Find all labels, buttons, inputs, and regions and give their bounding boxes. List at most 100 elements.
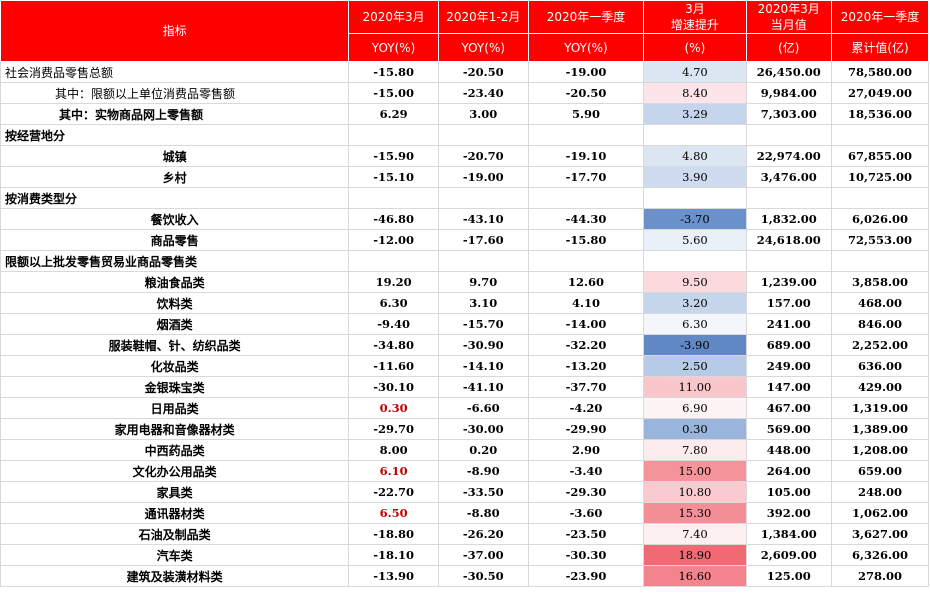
- cell-mar-value: 125.00: [745, 565, 832, 587]
- cell-q1-yoy: 12.60: [527, 271, 645, 293]
- table-row: 文化办公用品类 6.10 -8.90 -3.40 15.00 264.00 659.00: [0, 460, 929, 482]
- cell-mar-increase: [643, 124, 747, 146]
- cell-mar-increase: -3.70: [643, 208, 747, 230]
- cell-q1-cumulative: 468.00: [831, 292, 929, 314]
- header-cum-bottom: 累计值(亿): [831, 33, 929, 62]
- cell-q1-cumulative: 67,855.00: [831, 145, 929, 167]
- cell-janfeb-yoy: -20.50: [437, 61, 529, 83]
- cell-q1-cumulative: 18,536.00: [831, 103, 929, 125]
- cell-q1-yoy: -19.10: [527, 145, 645, 167]
- header-q1-bottom: YOY(%): [527, 33, 645, 62]
- cell-mar-yoy: [348, 187, 439, 209]
- cell-q1-yoy: 4.10: [527, 292, 645, 314]
- cell-q1-cumulative: 278.00: [831, 565, 929, 587]
- table-row: 其中：限额以上单位消费品零售额 -15.00 -23.40 -20.50 8.40 9,9…: [0, 82, 929, 104]
- cell-q1-cumulative: 72,553.00: [831, 229, 929, 251]
- cell-mar-increase: 15.00: [643, 460, 747, 482]
- table-row: 中西药品类 8.00 0.20 2.90 7.80 448.00 1,208.00: [0, 439, 929, 461]
- cell-mar-increase: 3.20: [643, 292, 747, 314]
- cell-q1-yoy: [527, 250, 645, 272]
- cell-mar-increase: 18.90: [643, 544, 747, 566]
- header-q1-top: 2020年一季度: [527, 0, 645, 34]
- cell-q1-cumulative: 659.00: [831, 460, 929, 482]
- cell-q1-yoy: 5.90: [527, 103, 645, 125]
- cell-mar-yoy: -11.60: [348, 355, 439, 377]
- cell-mar-increase: 3.29: [643, 103, 747, 125]
- cell-q1-yoy: -13.20: [527, 355, 645, 377]
- cell-mar-value: 689.00: [745, 334, 832, 356]
- cell-janfeb-yoy: -6.60: [437, 397, 529, 419]
- cell-q1-yoy: -30.30: [527, 544, 645, 566]
- cell-q1-cumulative: 27,049.00: [831, 82, 929, 104]
- cell-q1-cumulative: [831, 187, 929, 209]
- cell-mar-increase: 6.30: [643, 313, 747, 335]
- cell-mar-yoy: 19.20: [348, 271, 439, 293]
- cell-mar-value: 241.00: [745, 313, 832, 335]
- cell-mar-value: 157.00: [745, 292, 832, 314]
- table-row: 乡村 -15.10 -19.00 -17.70 3.90 3,476.00 10,725.0…: [0, 166, 929, 188]
- cell-janfeb-yoy: -33.50: [437, 481, 529, 503]
- row-label: 建筑及装潢材料类: [0, 565, 350, 587]
- cell-janfeb-yoy: [437, 124, 529, 146]
- cell-mar-value: [745, 187, 832, 209]
- cell-janfeb-yoy: [437, 187, 529, 209]
- cell-mar-yoy: -29.70: [348, 418, 439, 440]
- cell-mar-value: 2,609.00: [745, 544, 832, 566]
- cell-mar-yoy: 0.30: [348, 397, 439, 419]
- row-label: 粮油食品类: [0, 271, 350, 293]
- cell-q1-cumulative: 636.00: [831, 355, 929, 377]
- header-inc-mid: 增速提升: [670, 18, 719, 32]
- cell-q1-yoy: -32.20: [527, 334, 645, 356]
- cell-mar-increase: 5.60: [643, 229, 747, 251]
- row-label: 商品零售: [0, 229, 350, 251]
- cell-mar-increase: 9.50: [643, 271, 747, 293]
- cell-janfeb-yoy: -30.90: [437, 334, 529, 356]
- cell-q1-yoy: 2.90: [527, 439, 645, 461]
- cell-janfeb-yoy: -23.40: [437, 82, 529, 104]
- cell-mar-increase: -3.90: [643, 334, 747, 356]
- cell-janfeb-yoy: -17.60: [437, 229, 529, 251]
- cell-mar-value: 1,239.00: [745, 271, 832, 293]
- cell-mar-value: 105.00: [745, 481, 832, 503]
- header-cum-top: 2020年一季度: [831, 0, 929, 34]
- cell-mar-value: 26,450.00: [745, 61, 832, 83]
- cell-mar-value: 448.00: [745, 439, 832, 461]
- table-row: 粮油食品类 19.20 9.70 12.60 9.50 1,239.00 3,858.00: [0, 271, 929, 293]
- cell-mar-yoy: -15.10: [348, 166, 439, 188]
- cell-mar-increase: 11.00: [643, 376, 747, 398]
- cell-mar-value: 3,476.00: [745, 166, 832, 188]
- cell-mar-increase: 10.80: [643, 481, 747, 503]
- cell-q1-cumulative: [831, 124, 929, 146]
- cell-q1-cumulative: 1,208.00: [831, 439, 929, 461]
- cell-mar-value: 9,984.00: [745, 82, 832, 104]
- cell-mar-increase: 2.50: [643, 355, 747, 377]
- cell-mar-yoy: 6.30: [348, 292, 439, 314]
- cell-q1-yoy: -23.90: [527, 565, 645, 587]
- cell-mar-increase: 15.30: [643, 502, 747, 524]
- header-month-mid: 当月值: [770, 18, 807, 32]
- cell-mar-yoy: -18.80: [348, 523, 439, 545]
- table-row: 烟酒类 -9.40 -15.70 -14.00 6.30 241.00 846.00: [0, 313, 929, 335]
- table-body: 社会消费品零售总额 -15.80 -20.50 -19.00 4.70 26,450.00…: [0, 61, 929, 587]
- cell-mar-value: [745, 124, 832, 146]
- header-jf-top: 2020年1-2月: [437, 0, 529, 34]
- cell-mar-value: 147.00: [745, 376, 832, 398]
- cell-mar-increase: 16.60: [643, 565, 747, 587]
- table-row: 其中：实物商品网上零售额 6.29 3.00 5.90 3.29 7,303.00 18,5…: [0, 103, 929, 125]
- cell-janfeb-yoy: -43.10: [437, 208, 529, 230]
- cell-mar-yoy: -13.90: [348, 565, 439, 587]
- row-label: 金银珠宝类: [0, 376, 350, 398]
- row-label: 汽车类: [0, 544, 350, 566]
- table-row: 通讯器材类 6.50 -8.80 -3.60 15.30 392.00 1,062.00: [0, 502, 929, 524]
- table-row: 限额以上批发零售贸易业商品零售类: [0, 250, 929, 272]
- cell-mar-yoy: -9.40: [348, 313, 439, 335]
- table-row: 建筑及装潢材料类 -13.90 -30.50 -23.90 16.60 125.00 278…: [0, 565, 929, 587]
- row-label: 饮料类: [0, 292, 350, 314]
- header-month-top: 2020年3月: [757, 2, 820, 16]
- cell-janfeb-yoy: -19.00: [437, 166, 529, 188]
- cell-janfeb-yoy: 3.10: [437, 292, 529, 314]
- table-row: 汽车类 -18.10 -37.00 -30.30 18.90 2,609.00 6,326.…: [0, 544, 929, 566]
- row-label: 乡村: [0, 166, 350, 188]
- cell-mar-value: 467.00: [745, 397, 832, 419]
- cell-q1-yoy: -15.80: [527, 229, 645, 251]
